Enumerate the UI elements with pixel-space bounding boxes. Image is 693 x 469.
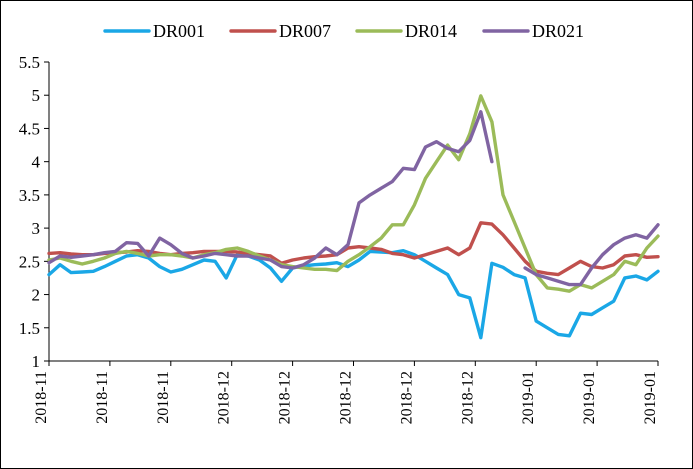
legend-item-dr021: DR021 bbox=[482, 21, 584, 41]
y-tick-label: 3.5 bbox=[19, 186, 40, 205]
legend: DR001 DR007 DR014 DR021 bbox=[103, 21, 584, 41]
y-axis: 1 1.5 2 2.5 3 3.5 4 4.5 5 5.5 bbox=[19, 53, 50, 371]
x-tick-label: 2018-12 bbox=[216, 371, 233, 424]
y-tick-label: 2 bbox=[32, 286, 41, 305]
legend-label: DR007 bbox=[279, 21, 331, 41]
legend-label: DR001 bbox=[153, 21, 205, 41]
x-axis: 2018-11 2018-11 2018-11 2018-12 2018-12 2018-… bbox=[33, 360, 659, 424]
legend-item-dr001: DR001 bbox=[103, 21, 205, 41]
legend-item-dr007: DR007 bbox=[229, 21, 331, 41]
y-tick-label: 4 bbox=[32, 153, 41, 172]
x-tick-label: 2018-12 bbox=[459, 371, 476, 424]
legend-label: DR021 bbox=[532, 21, 584, 41]
x-tick-label: 2018-11 bbox=[94, 371, 111, 424]
series-line-dr001 bbox=[47, 249, 660, 340]
y-tick-label: 2.5 bbox=[19, 252, 40, 271]
series-line-dr021 bbox=[47, 110, 494, 270]
legend-item-dr014: DR014 bbox=[355, 21, 457, 41]
x-tick-label: 2019-01 bbox=[581, 371, 598, 424]
x-tick-label: 2018-11 bbox=[155, 371, 172, 424]
x-tick-label: 2019-01 bbox=[642, 371, 659, 424]
y-tick-label: 3 bbox=[32, 219, 41, 238]
y-tick-label: 1.5 bbox=[19, 319, 40, 338]
x-tick-label: 2018-12 bbox=[277, 371, 294, 424]
x-tick-label: 2019-01 bbox=[520, 371, 537, 424]
x-tick-label: 2018-12 bbox=[398, 371, 415, 424]
y-tick-label: 5.5 bbox=[19, 53, 40, 72]
legend-label: DR014 bbox=[405, 21, 457, 41]
series-line-dr021_tail bbox=[523, 223, 660, 287]
y-tick-label: 5 bbox=[32, 86, 41, 105]
y-tick-label: 4.5 bbox=[19, 119, 40, 138]
y-tick-label: 1 bbox=[32, 352, 41, 371]
plot-series bbox=[47, 94, 660, 340]
x-tick-label: 2018-12 bbox=[338, 371, 355, 424]
x-tick-label: 2018-11 bbox=[33, 371, 50, 424]
